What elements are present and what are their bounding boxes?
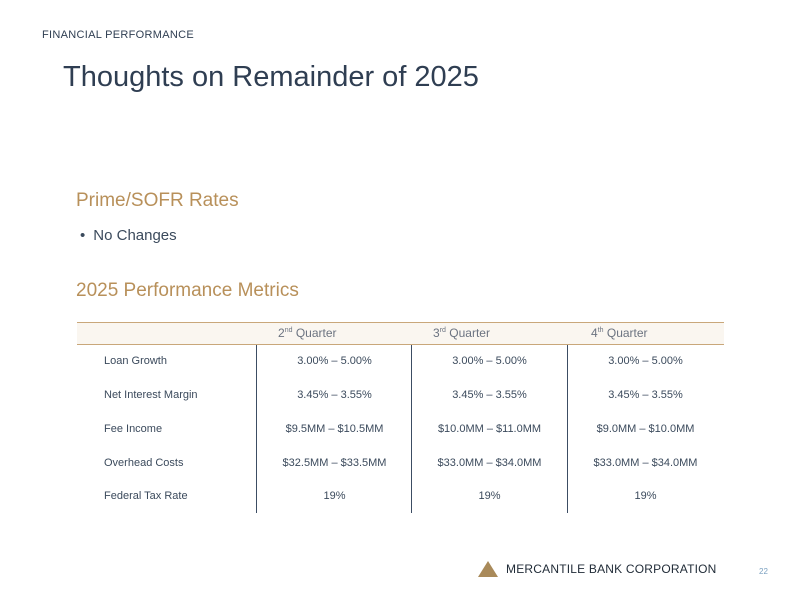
table-row: Fee Income $9.5MM – $10.5MM $10.0MM – $1… — [77, 423, 724, 439]
table-header-row: 2nd Quarter 3rd Quarter 4th Quarter — [77, 322, 724, 345]
table-cell: $10.0MM – $11.0MM — [437, 423, 542, 435]
table-cell: $33.0MM – $34.0MM — [593, 457, 698, 469]
triangle-logo-icon — [478, 561, 498, 577]
row-label: Federal Tax Rate — [104, 490, 188, 502]
company-name: MERCANTILE BANK CORPORATION — [506, 562, 717, 576]
column-divider — [256, 345, 257, 513]
table-cell: $32.5MM – $33.5MM — [282, 457, 387, 469]
table-row: Net Interest Margin 3.45% – 3.55% 3.45% … — [77, 389, 724, 405]
table-cell: $33.0MM – $34.0MM — [437, 457, 542, 469]
table-cell: 3.00% – 5.00% — [452, 355, 527, 367]
column-header-q4: 4th Quarter — [591, 326, 648, 340]
table-cell: $9.5MM – $10.5MM — [285, 423, 384, 435]
company-logo: MERCANTILE BANK CORPORATION — [478, 561, 717, 577]
bullet-text: No Changes — [93, 227, 177, 244]
table-cell: 3.45% – 3.55% — [297, 389, 372, 401]
row-label: Loan Growth — [104, 355, 167, 367]
row-label: Net Interest Margin — [104, 389, 198, 401]
column-header-q3: 3rd Quarter — [433, 326, 490, 340]
section-label: FINANCIAL PERFORMANCE — [42, 29, 194, 41]
column-divider — [411, 345, 412, 513]
table-cell: 3.00% – 5.00% — [297, 355, 372, 367]
metrics-heading: 2025 Performance Metrics — [76, 280, 299, 301]
table-row: Federal Tax Rate 19% 19% 19% — [77, 490, 724, 506]
bullet-icon: • — [80, 227, 86, 244]
metrics-table: 2nd Quarter 3rd Quarter 4th Quarter Loan… — [77, 322, 724, 513]
table-row: Loan Growth 3.00% – 5.00% 3.00% – 5.00% … — [77, 355, 724, 371]
row-label: Fee Income — [104, 423, 163, 435]
table-cell: 19% — [634, 490, 657, 502]
table-cell: 19% — [323, 490, 346, 502]
page-title: Thoughts on Remainder of 2025 — [63, 61, 479, 93]
page-number: 22 — [759, 567, 768, 576]
row-label: Overhead Costs — [104, 457, 184, 469]
column-header-q2: 2nd Quarter — [278, 326, 337, 340]
table-body: Loan Growth 3.00% – 5.00% 3.00% – 5.00% … — [77, 345, 724, 513]
rates-heading: Prime/SOFR Rates — [76, 190, 239, 211]
table-cell: 3.45% – 3.55% — [452, 389, 527, 401]
table-cell: 19% — [478, 490, 501, 502]
table-row: Overhead Costs $32.5MM – $33.5MM $33.0MM… — [77, 457, 724, 473]
table-cell: $9.0MM – $10.0MM — [596, 423, 695, 435]
column-divider — [567, 345, 568, 513]
table-cell: 3.00% – 5.00% — [608, 355, 683, 367]
table-cell: 3.45% – 3.55% — [608, 389, 683, 401]
bullet-item: • No Changes — [80, 227, 177, 244]
